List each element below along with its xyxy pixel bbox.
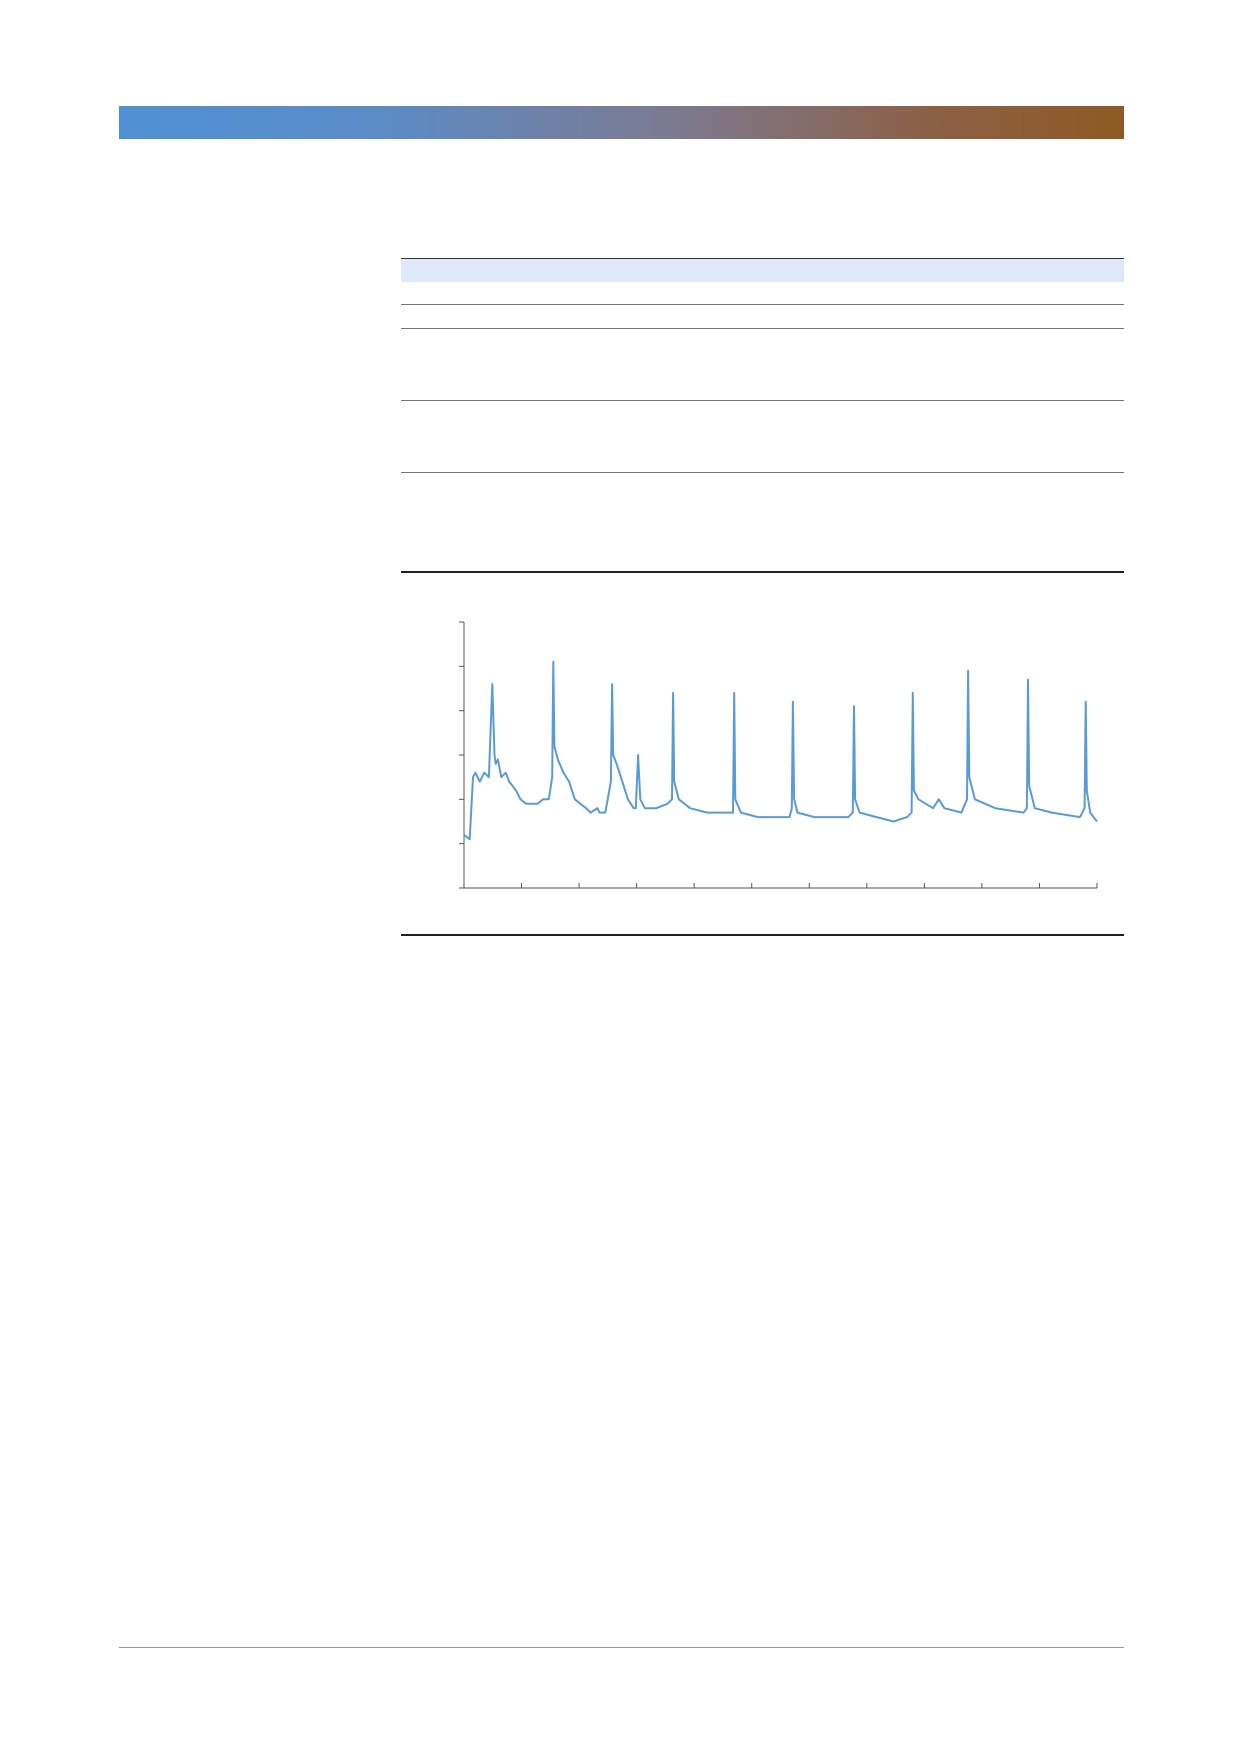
chart-svg	[459, 621, 1098, 889]
footer-divider	[119, 1647, 1124, 1648]
table-row-divider	[401, 472, 1124, 473]
table-bottom-rule	[401, 571, 1124, 573]
table-row-divider	[401, 328, 1124, 329]
table-row-divider	[401, 400, 1124, 401]
line-chart	[401, 600, 1124, 900]
table-header-row	[401, 258, 1124, 282]
figure-bottom-rule	[401, 934, 1124, 936]
header-gradient-bar	[119, 106, 1124, 139]
table-row-divider	[401, 304, 1124, 305]
series-line-signal	[463, 660, 1098, 841]
